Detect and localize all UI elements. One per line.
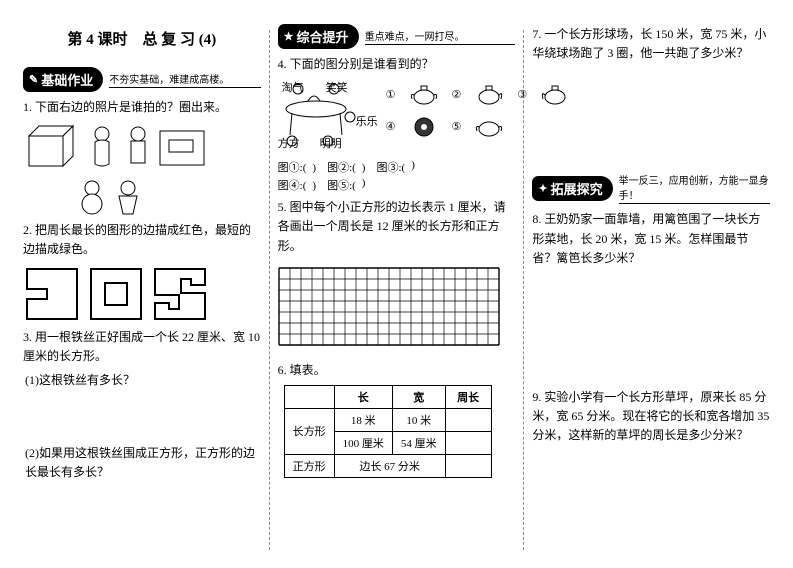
q7-text: 7. 一个长方形球场，长 150 米，宽 75 米，小华绕球场跑了 3 圈，他一… [532, 25, 770, 63]
table-header-row: 长 宽 周长 [284, 385, 491, 408]
shape-1-icon [23, 265, 81, 323]
td-rect-label: 长方形 [284, 408, 334, 454]
shape-3-icon [151, 265, 209, 323]
q4-blanks-line2: 图④:( ) 图⑤:( ) [278, 177, 516, 193]
b1d: ) [411, 159, 415, 175]
td-r1-per [445, 408, 491, 431]
ext-badge: ✦ 拓展探究 [532, 176, 612, 201]
section-comp-header: ★ 综合提升 重点难点，一网打尽。 [278, 24, 516, 49]
q5-text: 5. 图中每个小正方形的边长表示 1 厘米，请各画出一个周长是 12 厘米的长方… [278, 198, 516, 256]
q4-text: 4. 下面的图分别是谁看到的？ [278, 55, 516, 74]
b1b: ) 图②:( [312, 159, 355, 175]
column-left: 第 4 课时 总 复 习 (4) ✎ 基础作业 不夯实基础，难建成高楼。 1. … [15, 20, 269, 558]
q1-text: 1. 下面右边的照片是谁拍的？圈出来。 [23, 98, 261, 117]
q4-scene: 淘气 笑笑 乐乐 方方 明明 ① ② ③ ④ ⑤ [278, 79, 516, 157]
label-mingming: 明明 [320, 135, 342, 151]
basic-sub: 不夯实基础，难建成高楼。 [109, 71, 260, 88]
q3a-text: (1)这根铁丝有多长？ [25, 371, 261, 390]
shape-2-icon [87, 265, 145, 323]
th-perimeter: 周长 [445, 385, 491, 408]
b1a: 图①:( [278, 159, 307, 175]
comp-badge-label: 综合提升 [297, 27, 349, 46]
table-row: 长方形 18 米 10 米 [284, 408, 491, 431]
child2-icon [123, 124, 153, 172]
teapot-1-icon [410, 83, 438, 105]
td-r2-len: 100 厘米 [334, 431, 392, 454]
label-xiaoxiao: 笑笑 [326, 79, 348, 95]
photo-frame-icon [159, 130, 205, 166]
td-r2-wid: 54 厘米 [392, 431, 445, 454]
column-middle: ★ 综合提升 重点难点，一网打尽。 4. 下面的图分别是谁看到的？ 淘气 笑笑 … [270, 20, 524, 558]
td-sq-label: 正方形 [284, 454, 334, 477]
q9-text: 9. 实验小学有一个长方形草坪，原来长 85 分米，宽 65 分米。现在将它的长… [532, 388, 770, 446]
num-5: ⑤ [452, 120, 462, 133]
teapot-2-icon [475, 83, 503, 105]
q8-workspace [532, 273, 770, 383]
q4-blanks-line1: 图①:( ) 图②:( ) 图③:( ) [278, 159, 516, 175]
q3-text: 3. 用一根铁丝正好围成一个长 22 厘米、宽 10 厘米的长方形。 [23, 328, 261, 366]
cube-photo-icon [23, 122, 81, 174]
label-fangfang: 方方 [278, 135, 300, 151]
teapot-4-icon [410, 115, 438, 137]
label-lele: 乐乐 [356, 113, 378, 129]
teapot-5-icon [475, 115, 503, 137]
th-width: 宽 [392, 385, 445, 408]
basic-badge-label: 基础作业 [41, 70, 93, 89]
q1-images [23, 122, 261, 174]
basic-badge: ✎ 基础作业 [23, 67, 103, 92]
b2b: ) 图⑤:( [312, 177, 355, 193]
ext-sub: 举一反三，应用创新，方能一显身手！ [619, 172, 770, 204]
num-4: ④ [386, 120, 396, 133]
page-title: 第 4 课时 总 复 习 (4) [23, 28, 261, 49]
comp-badge: ★ 综合提升 [278, 24, 359, 49]
q2-text: 2. 把周长最长的图形的边描成红色，最短的边描成绿色。 [23, 221, 261, 259]
num-2: ② [452, 88, 462, 101]
child1-icon [87, 124, 117, 172]
star-icon: ★ [284, 30, 294, 43]
child3-icon [77, 178, 107, 216]
section-ext-header: ✦ 拓展探究 举一反三，应用创新，方能一显身手！ [532, 172, 770, 204]
th-length: 长 [334, 385, 392, 408]
td-r1-wid: 10 米 [392, 408, 445, 431]
q3b-text: (2)如果用这根铁丝围成正方形，正方形的边长最长有多长？ [25, 444, 261, 482]
q6-text: 6. 填表。 [278, 361, 516, 380]
table-row: 正方形 边长 67 分米 [284, 454, 491, 477]
q2-shapes [23, 265, 261, 323]
b2a: 图④:( [278, 177, 307, 193]
column-right: 7. 一个长方形球场，长 150 米，宽 75 米，小华绕球场跑了 3 圈，他一… [524, 20, 778, 558]
q8-text: 8. 王奶奶家一面靠墙，用篱笆围了一块长方形菜地，长 20 米，宽 15 米。怎… [532, 210, 770, 268]
q1-images-row2 [77, 178, 261, 216]
comp-sub: 重点难点，一网打尽。 [365, 28, 516, 45]
section-basic-header: ✎ 基础作业 不夯实基础，难建成高楼。 [23, 67, 261, 92]
child4-icon [113, 178, 143, 216]
num-1: ① [386, 88, 396, 101]
ext-badge-label: 拓展探究 [551, 179, 603, 198]
td-r1-len: 18 米 [334, 408, 392, 431]
q3a-workspace [23, 395, 261, 439]
q7-workspace [532, 68, 770, 168]
td-sq-side: 边长 67 分米 [334, 454, 445, 477]
b1c: ) 图③:( [362, 159, 405, 175]
td-r2-per [445, 431, 491, 454]
grid-drawing-area [278, 267, 500, 346]
b2c: ) [362, 177, 366, 193]
q6-table: 长 宽 周长 长方形 18 米 10 米 100 厘米 54 厘米 正方形 边长… [284, 385, 492, 478]
td-r3-per [445, 454, 491, 477]
pencil-icon: ✎ [29, 73, 38, 86]
sparkle-icon: ✦ [538, 182, 547, 195]
th-blank [284, 385, 334, 408]
label-taoqi: 淘气 [282, 79, 304, 95]
